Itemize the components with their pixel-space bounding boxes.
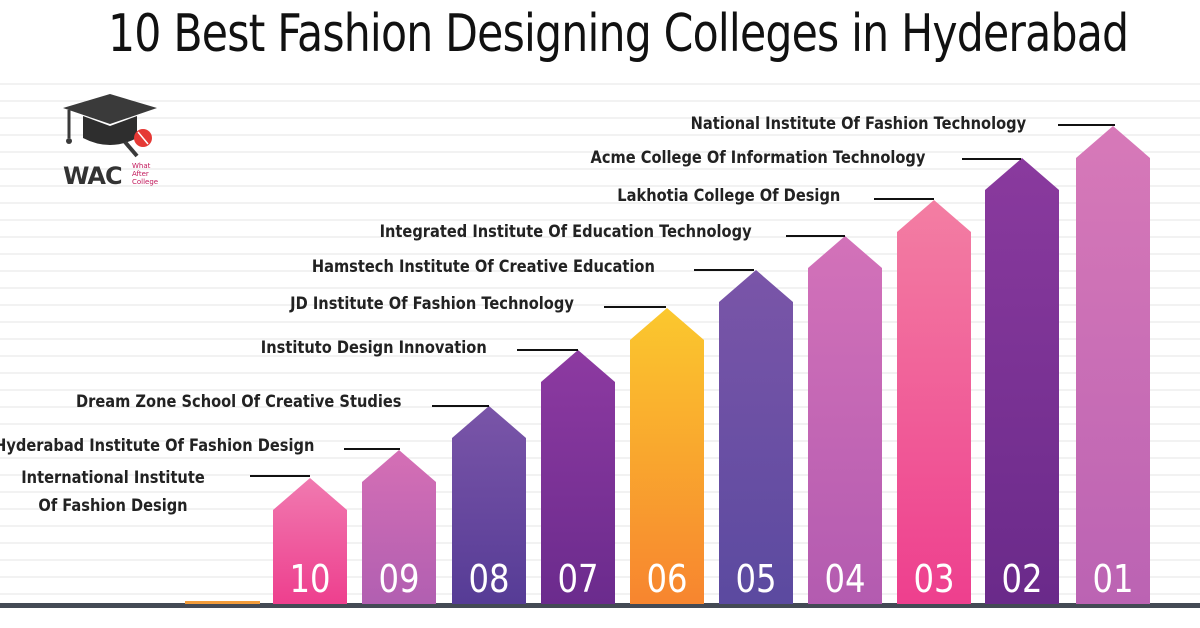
rank-arrow-06 [630, 308, 704, 604]
rank-arrow-04 [808, 236, 882, 604]
college-name-05: Hamstech Institute Of Creative Education [311, 257, 655, 277]
rank-arrow-02 [985, 158, 1059, 604]
base-line [0, 603, 1200, 608]
logo-brand: WAC [63, 162, 123, 190]
college-name-09: Hyderabad Institute Of Fashion Design [0, 436, 314, 456]
page-title: 10 Best Fashion Designing Colleges in Hy… [108, 4, 1129, 64]
college-name-06: JD Institute Of Fashion Technology [290, 294, 574, 314]
rank-number: 04 [824, 558, 865, 602]
rank-number: 07 [557, 558, 598, 602]
base-accent [185, 601, 260, 604]
logo-tagline: What After College [132, 162, 159, 186]
rank-number: 10 [289, 558, 330, 602]
rank-number: 02 [1001, 558, 1042, 602]
rank-number: 03 [913, 558, 954, 602]
college-name-08: Dream Zone School Of Creative Studies [75, 392, 401, 412]
rank-number: 09 [378, 558, 419, 602]
college-name-02: Acme College Of Information Technology [590, 148, 925, 168]
college-name-07: Instituto Design Innovation [261, 338, 487, 358]
college-name-04: Integrated Institute Of Education Techno… [379, 222, 752, 242]
rank-arrow-10 [273, 478, 347, 604]
rank-arrow-09 [362, 450, 436, 604]
rank-arrow-01 [1076, 126, 1150, 604]
graduation-cap-icon [63, 94, 157, 158]
rank-arrow-05 [719, 270, 793, 604]
rank-number: 05 [735, 558, 776, 602]
rank-number: 06 [646, 558, 687, 602]
rank-number: 08 [468, 558, 509, 602]
rank-arrow-03 [897, 200, 971, 604]
college-name-03: Lakhotia College Of Design [616, 186, 840, 206]
rank-arrow-08 [452, 406, 526, 604]
college-name-01: National Institute Of Fashion Technology [690, 114, 1026, 134]
rank-arrow-07 [541, 350, 615, 604]
rank-number: 01 [1092, 558, 1133, 602]
college-name-10: International Institute Of Fashion Desig… [21, 468, 205, 516]
